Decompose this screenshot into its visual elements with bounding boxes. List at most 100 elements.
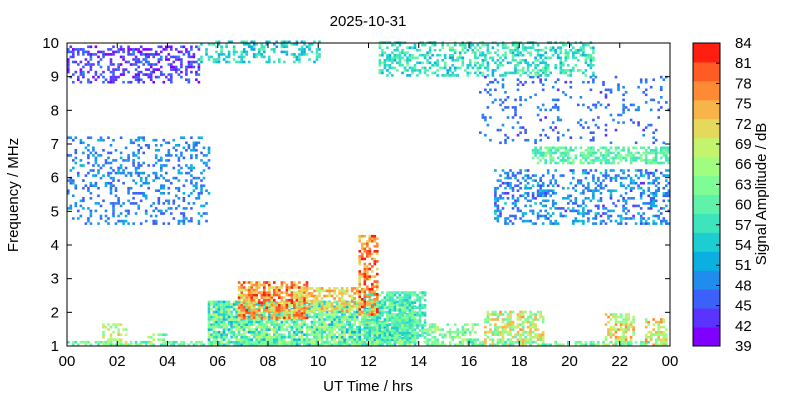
- heatmap-cell: [378, 293, 382, 297]
- heatmap-cell: [154, 154, 158, 157]
- heatmap-cell: [315, 315, 319, 319]
- heatmap-cell: [484, 133, 487, 137]
- heatmap-cell: [531, 212, 535, 215]
- heatmap-cell: [298, 292, 301, 295]
- heatmap-cell: [411, 71, 414, 75]
- heatmap-cell: [230, 303, 233, 306]
- heatmap-cell: [376, 313, 379, 316]
- heatmap-cell: [255, 281, 258, 284]
- heatmap-cell: [134, 73, 138, 76]
- heatmap-cell: [544, 74, 547, 77]
- heatmap-cell: [160, 45, 163, 49]
- heatmap-cell: [242, 338, 246, 341]
- heatmap-cell: [569, 71, 573, 75]
- heatmap-cell: [340, 340, 344, 344]
- heatmap-cell: [107, 181, 110, 185]
- heatmap-cell: [328, 328, 331, 331]
- heatmap-cell: [559, 46, 563, 49]
- heatmap-cell: [489, 88, 492, 92]
- heatmap-cell: [371, 290, 374, 293]
- heatmap-cell: [572, 202, 575, 205]
- heatmap-cell: [521, 313, 525, 316]
- heatmap-cell: [418, 61, 422, 65]
- heatmap-cell: [627, 174, 630, 177]
- heatmap-cell: [220, 335, 223, 339]
- heatmap-cell: [639, 169, 643, 172]
- heatmap-cell: [549, 222, 552, 225]
- heatmap-cell: [639, 207, 643, 210]
- heatmap-cell: [338, 335, 341, 339]
- heatmap-cell: [564, 59, 568, 62]
- heatmap-cell: [84, 174, 88, 177]
- heatmap-cell: [592, 146, 595, 150]
- heatmap-cell: [232, 53, 236, 56]
- heatmap-cell: [320, 335, 324, 339]
- heatmap-cell: [516, 46, 520, 49]
- heatmap-cell: [504, 43, 507, 47]
- heatmap-cell: [167, 222, 171, 225]
- heatmap-cell: [227, 308, 231, 311]
- heatmap-cell: [112, 63, 115, 66]
- heatmap-cell: [589, 199, 593, 203]
- heatmap-cell: [330, 335, 334, 339]
- heatmap-cell: [283, 338, 286, 341]
- heatmap-cell: [524, 219, 527, 223]
- heatmap-cell: [406, 306, 409, 309]
- heatmap-cell: [295, 43, 299, 46]
- heatmap-cell: [592, 192, 595, 195]
- heatmap-cell: [273, 333, 276, 336]
- heatmap-cell: [516, 199, 520, 203]
- heatmap-cell: [647, 146, 650, 150]
- heatmap-cell: [544, 154, 547, 157]
- heatmap-cell: [406, 298, 409, 302]
- heatmap-cell: [338, 323, 341, 326]
- heatmap-cell: [308, 45, 311, 49]
- heatmap-cell: [506, 71, 510, 75]
- heatmap-cell: [381, 340, 384, 344]
- heatmap-cell: [114, 189, 118, 192]
- heatmap-cell: [536, 161, 540, 165]
- heatmap-cell: [257, 338, 261, 341]
- heatmap-cell: [476, 323, 480, 326]
- heatmap-cell: [526, 169, 530, 172]
- heatmap-cell: [167, 186, 171, 190]
- heatmap-cell: [165, 154, 168, 157]
- heatmap-cell: [77, 63, 80, 66]
- heatmap-cell: [516, 53, 520, 57]
- heatmap-cell: [303, 291, 306, 294]
- heatmap-cell: [373, 262, 377, 266]
- heatmap-cell: [408, 311, 412, 315]
- heatmap-cell: [154, 75, 158, 79]
- heatmap-cell: [536, 151, 540, 155]
- heatmap-cell: [343, 310, 346, 314]
- heatmap-cell: [592, 174, 595, 177]
- heatmap-cell: [366, 300, 369, 304]
- heatmap-cell: [165, 179, 168, 182]
- heatmap-cell: [376, 340, 379, 344]
- heatmap-cell: [607, 161, 610, 165]
- heatmap-cell: [330, 318, 334, 321]
- heatmap-cell: [433, 338, 437, 341]
- heatmap-cell: [335, 318, 339, 321]
- heatmap-cell: [119, 166, 123, 170]
- heatmap-cell: [368, 277, 372, 281]
- heatmap-cell: [165, 141, 168, 145]
- heatmap-cell: [637, 106, 640, 109]
- heatmap-cell: [479, 64, 482, 67]
- heatmap-cell: [325, 304, 329, 308]
- heatmap-cell: [210, 308, 213, 311]
- heatmap-cell: [288, 298, 291, 302]
- heatmap-cell: [539, 138, 542, 142]
- heatmap-cell: [582, 43, 585, 47]
- heatmap-cell: [308, 315, 311, 319]
- heatmap-cell: [511, 328, 515, 331]
- heatmap-cell: [416, 314, 419, 317]
- heatmap-cell: [368, 239, 372, 243]
- heatmap-cell: [423, 323, 427, 326]
- heatmap-cell: [190, 136, 193, 139]
- heatmap-cell: [340, 287, 344, 290]
- heatmap-cell: [366, 311, 369, 315]
- heatmap-cell: [393, 48, 397, 52]
- heatmap-cell: [185, 50, 188, 54]
- heatmap-cell: [416, 74, 419, 77]
